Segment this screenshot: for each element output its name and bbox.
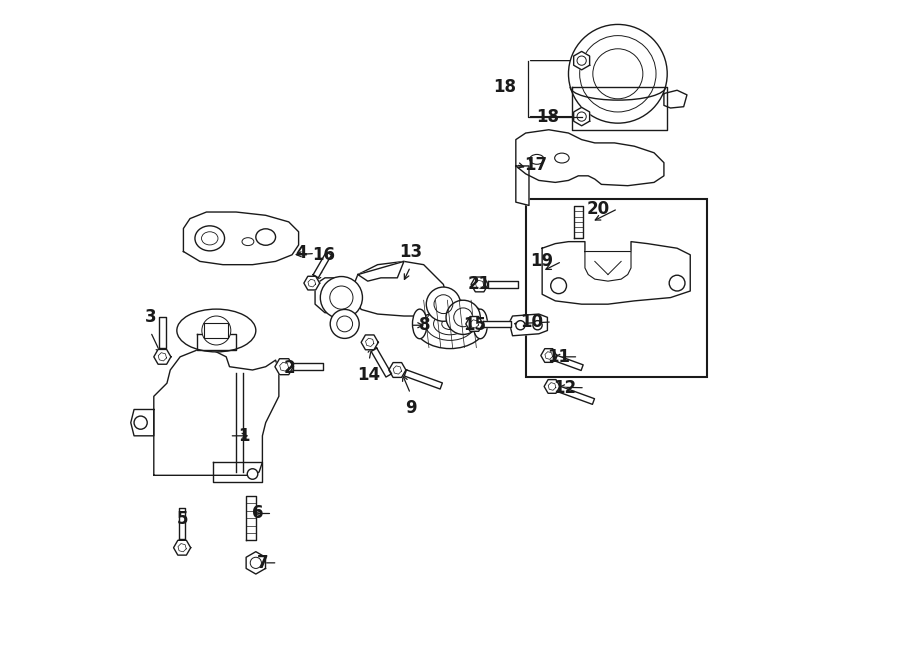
Circle shape <box>569 24 667 123</box>
Polygon shape <box>358 261 404 281</box>
Polygon shape <box>130 409 154 436</box>
Polygon shape <box>313 252 331 278</box>
Circle shape <box>577 56 586 65</box>
Polygon shape <box>558 386 595 405</box>
Text: 19: 19 <box>530 253 554 270</box>
Polygon shape <box>573 107 590 126</box>
Circle shape <box>670 275 685 291</box>
Circle shape <box>134 416 148 429</box>
Text: 2: 2 <box>284 359 295 377</box>
Ellipse shape <box>256 229 275 245</box>
Polygon shape <box>572 87 667 130</box>
Polygon shape <box>585 252 631 281</box>
Polygon shape <box>542 242 690 304</box>
Polygon shape <box>544 379 560 393</box>
Ellipse shape <box>529 155 544 165</box>
Ellipse shape <box>195 226 225 251</box>
Circle shape <box>551 278 566 293</box>
Circle shape <box>446 300 481 334</box>
Polygon shape <box>304 276 320 290</box>
Polygon shape <box>179 508 185 539</box>
Text: 20: 20 <box>586 200 609 217</box>
Text: 6: 6 <box>252 504 264 522</box>
Polygon shape <box>246 552 266 574</box>
Bar <box>526 199 707 377</box>
Polygon shape <box>509 314 547 336</box>
Polygon shape <box>315 278 341 313</box>
Polygon shape <box>154 350 171 364</box>
Polygon shape <box>664 91 687 108</box>
Circle shape <box>250 557 261 568</box>
Text: 15: 15 <box>464 316 486 334</box>
Text: 17: 17 <box>525 155 547 174</box>
Text: 3: 3 <box>145 308 157 327</box>
Text: 5: 5 <box>176 510 188 527</box>
Text: 8: 8 <box>419 316 430 334</box>
Circle shape <box>516 321 525 330</box>
Polygon shape <box>246 496 256 541</box>
Ellipse shape <box>473 309 488 338</box>
Polygon shape <box>371 348 392 377</box>
Polygon shape <box>541 348 556 362</box>
Polygon shape <box>573 206 583 238</box>
Polygon shape <box>361 335 378 350</box>
Text: 7: 7 <box>257 554 269 572</box>
Polygon shape <box>389 363 406 377</box>
Text: 10: 10 <box>520 313 544 331</box>
Polygon shape <box>184 212 299 264</box>
Polygon shape <box>573 52 590 70</box>
Polygon shape <box>351 261 446 316</box>
Polygon shape <box>196 334 236 350</box>
Polygon shape <box>471 277 488 292</box>
Text: 9: 9 <box>405 399 417 417</box>
Text: 4: 4 <box>295 245 307 262</box>
Polygon shape <box>483 321 510 327</box>
Polygon shape <box>174 540 191 555</box>
Ellipse shape <box>554 153 569 163</box>
Polygon shape <box>213 462 263 482</box>
Circle shape <box>320 276 363 319</box>
Circle shape <box>533 321 542 330</box>
Text: 1: 1 <box>238 427 249 445</box>
Circle shape <box>330 309 359 338</box>
Polygon shape <box>293 363 323 370</box>
Polygon shape <box>404 370 443 389</box>
Circle shape <box>202 316 230 345</box>
Text: 18: 18 <box>536 108 559 126</box>
Circle shape <box>577 112 586 121</box>
Polygon shape <box>466 317 483 331</box>
Polygon shape <box>488 281 517 288</box>
Ellipse shape <box>412 309 427 338</box>
Circle shape <box>248 469 257 479</box>
Polygon shape <box>516 166 529 206</box>
Polygon shape <box>516 130 664 186</box>
Text: 16: 16 <box>312 247 335 264</box>
Ellipse shape <box>176 309 256 352</box>
Text: 21: 21 <box>468 276 490 293</box>
Circle shape <box>427 287 461 321</box>
Text: 14: 14 <box>357 366 381 384</box>
Ellipse shape <box>242 238 254 246</box>
Text: 12: 12 <box>554 379 576 397</box>
Polygon shape <box>274 359 293 375</box>
Text: 11: 11 <box>547 348 570 366</box>
Polygon shape <box>154 350 279 475</box>
Polygon shape <box>555 356 583 370</box>
Ellipse shape <box>414 299 486 348</box>
Polygon shape <box>204 323 229 338</box>
Text: 18: 18 <box>493 78 516 96</box>
Polygon shape <box>159 317 166 348</box>
Text: 13: 13 <box>399 243 422 261</box>
